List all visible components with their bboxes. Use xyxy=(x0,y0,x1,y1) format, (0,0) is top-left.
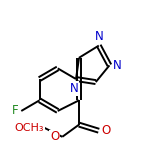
Text: N: N xyxy=(112,59,121,72)
Text: O: O xyxy=(102,124,111,137)
Text: N: N xyxy=(94,29,103,43)
Text: N: N xyxy=(70,82,79,95)
Text: OCH₃: OCH₃ xyxy=(15,123,44,133)
Text: O: O xyxy=(50,130,59,143)
Text: F: F xyxy=(12,104,18,117)
